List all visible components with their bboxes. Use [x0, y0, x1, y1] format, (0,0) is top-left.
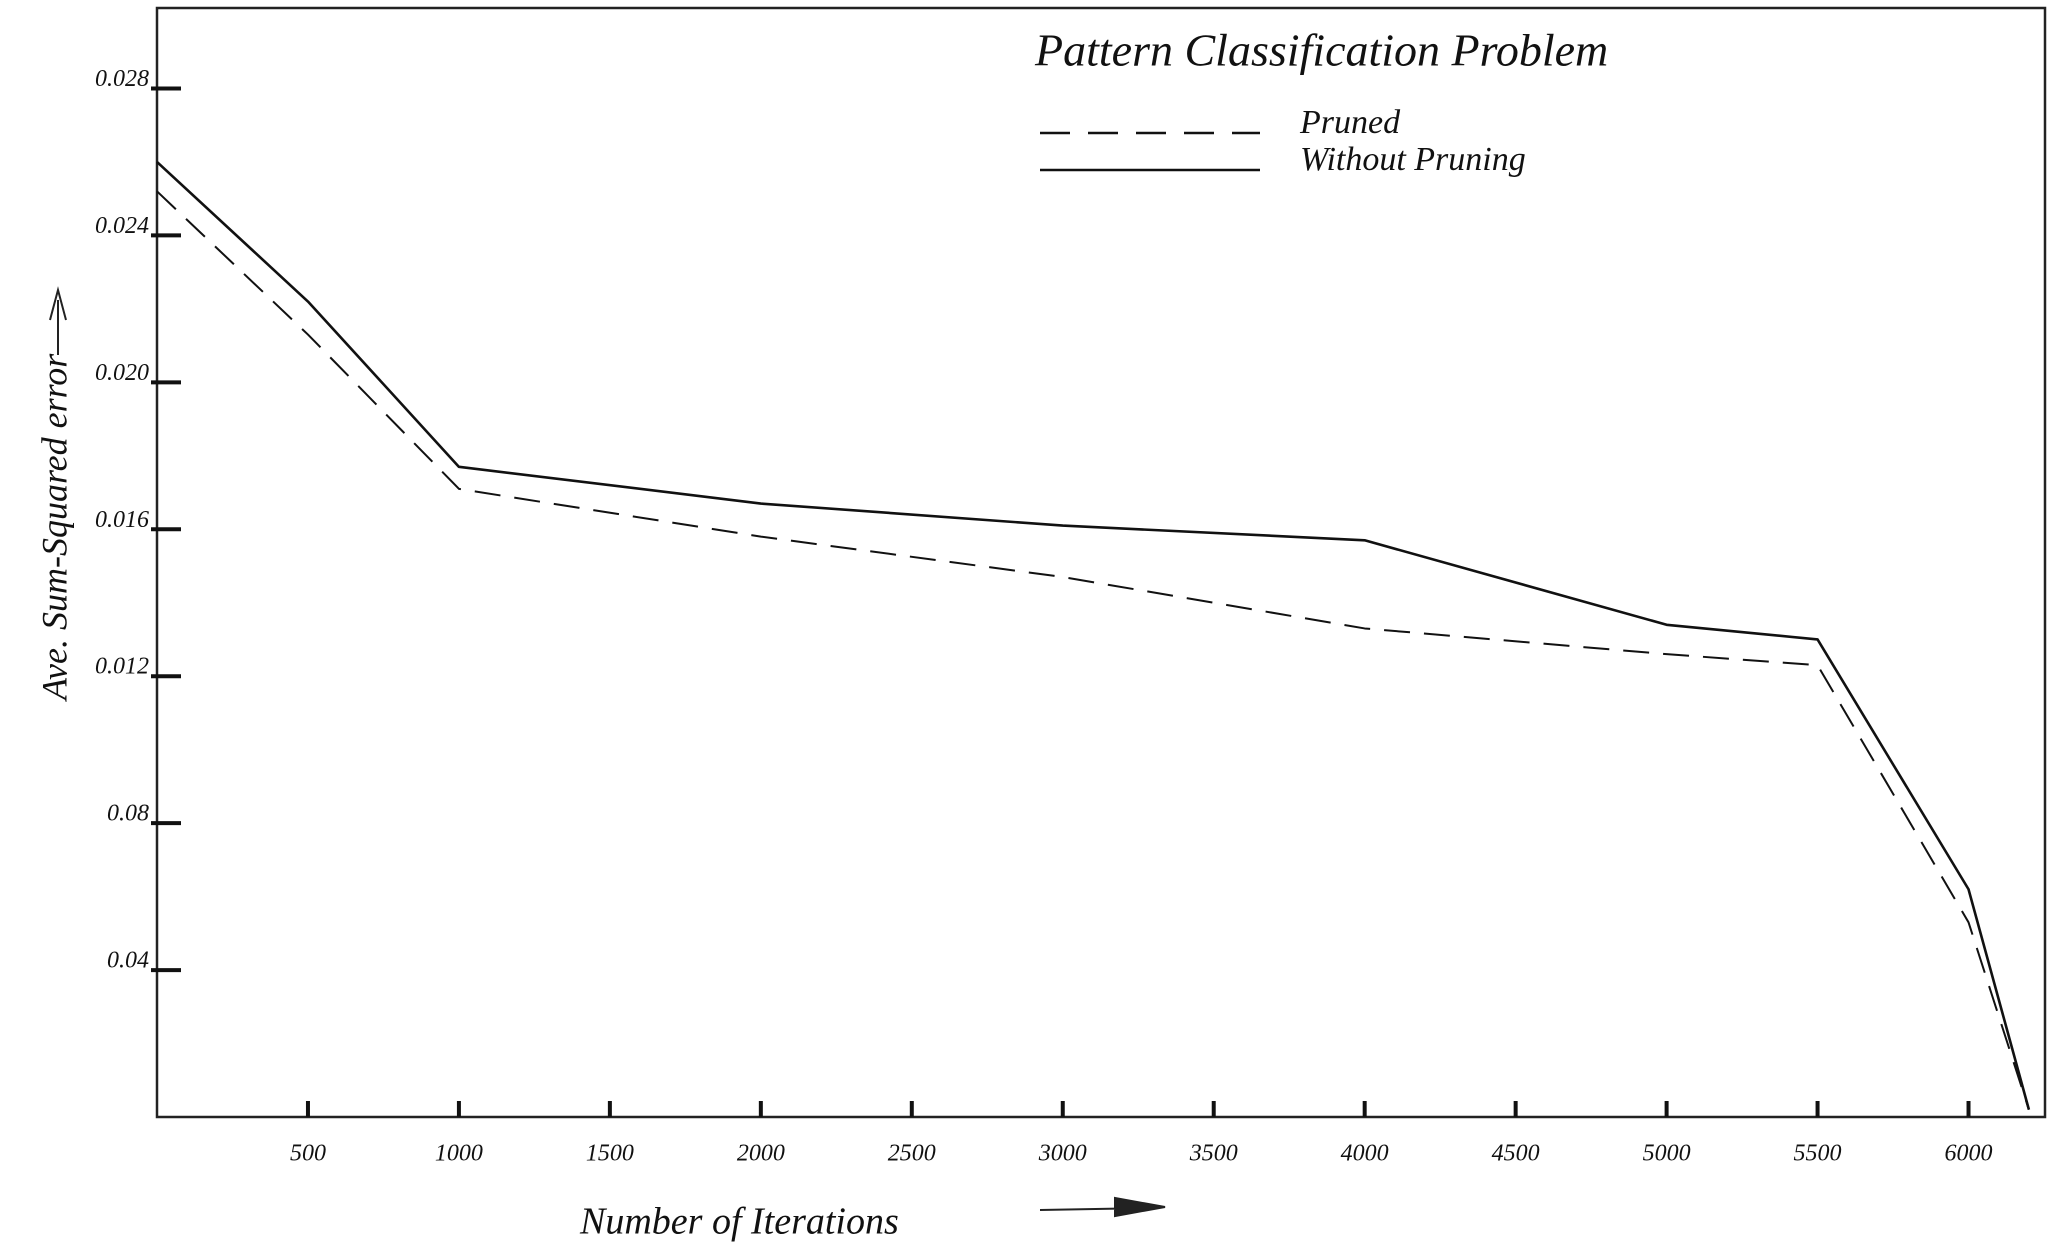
x-tick-label: 3500 [1189, 1141, 1238, 1167]
chart-title: Pattern Classification Problem [1034, 25, 1608, 76]
y-tick-label: 0.016 [95, 507, 149, 533]
x-tick-label: 1000 [435, 1141, 483, 1167]
x-tick-label: 4000 [1341, 1141, 1389, 1167]
legend-label: Without Pruning [1300, 141, 1526, 178]
x-tick-label: 6000 [1945, 1141, 1993, 1167]
plot-frame [155, 6, 2047, 1119]
y-tick-label: 0.04 [107, 948, 149, 974]
x-axis-arrow [1039, 1196, 1166, 1218]
x-tick-label: 2500 [888, 1141, 936, 1167]
y-tick-label: 0.08 [107, 801, 149, 827]
x-tick-label: 500 [290, 1141, 326, 1167]
series-line [156, 190, 2030, 1110]
y-tick-label: 0.012 [95, 654, 149, 680]
x-tick-label: 1500 [586, 1141, 634, 1167]
x-tick-label: 5500 [1794, 1141, 1842, 1167]
y-tick-label: 0.028 [95, 66, 149, 92]
x-tick-label: 5000 [1643, 1141, 1691, 1167]
legend-label: Pruned [1299, 104, 1401, 141]
x-tick-label: 4500 [1492, 1141, 1540, 1167]
y-tick-label: 0.020 [95, 360, 149, 386]
x-tick-label: 2000 [737, 1141, 785, 1167]
y-tick-label: 0.024 [95, 213, 149, 239]
x-axis-label: Number of Iterations [579, 1201, 899, 1243]
y-axis-label: Ave. Sum-Squared error [34, 353, 74, 702]
x-tick-label: 3000 [1038, 1141, 1087, 1167]
series-line [156, 160, 2031, 1110]
y-axis-arrow [49, 286, 67, 355]
